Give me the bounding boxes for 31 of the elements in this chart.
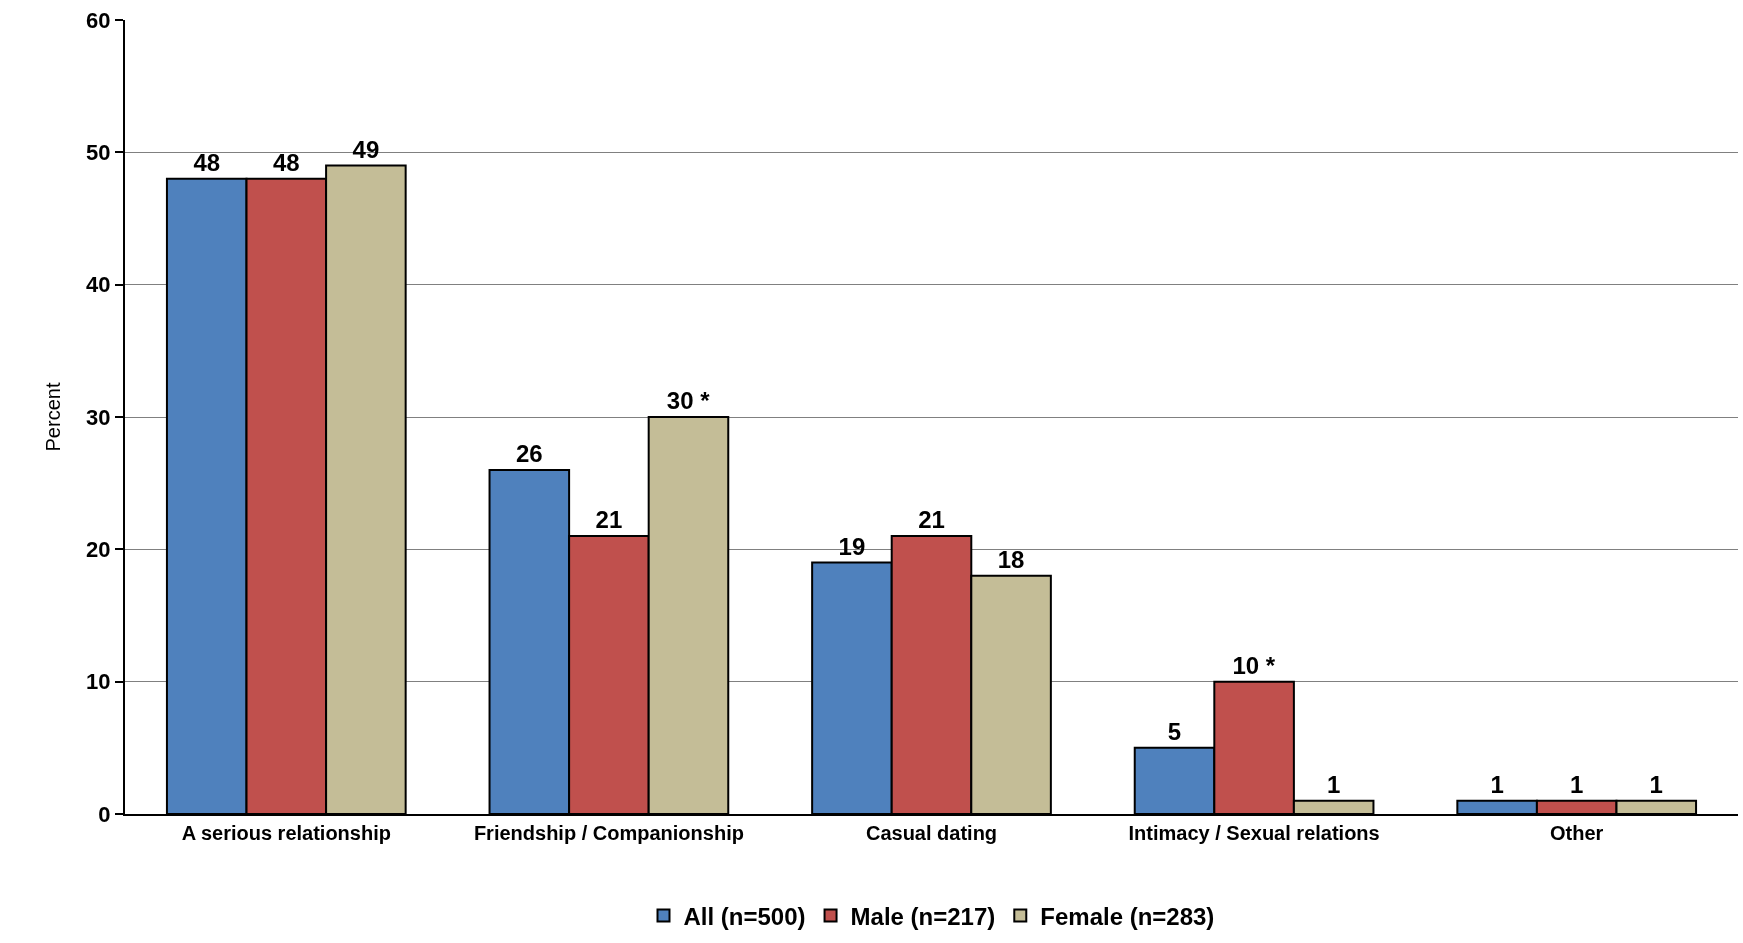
data-label: 21 [595, 506, 623, 534]
data-label: 19 [838, 532, 866, 560]
data-label: 1 [1570, 770, 1584, 798]
data-label: 1 [1490, 770, 1504, 798]
legend-label: Female (n=283) [1040, 902, 1215, 930]
y-tick-label: 10 [86, 669, 111, 695]
x-tick-label: Friendship / Companionship [473, 822, 744, 844]
x-tick-label: Casual dating [865, 822, 998, 844]
data-label: 1 [1649, 770, 1663, 798]
x-tick-label: A serious relationship [181, 822, 391, 844]
data-label: 30 * [666, 387, 711, 414]
data-label: 26 [515, 439, 543, 467]
y-tick-label: 0 [98, 801, 111, 827]
data-label: 5 [1167, 717, 1182, 745]
data-label: 10 * [1232, 651, 1276, 679]
data-label: 21 [918, 506, 945, 534]
y-tick-label: 40 [86, 272, 111, 298]
data-label: 18 [997, 545, 1025, 573]
data-label: 1 [1327, 770, 1341, 798]
x-tick-label: Other [1550, 822, 1604, 844]
y-axis-title: Percent [42, 382, 65, 452]
data-label: 48 [272, 148, 300, 176]
data-label: 48 [193, 148, 221, 176]
y-tick-label: 60 [86, 7, 111, 33]
y-tick-label: 20 [86, 537, 111, 563]
y-tick-label: 30 [86, 404, 111, 430]
legend-label: Male (n=217) [850, 902, 996, 930]
data-label: 49 [352, 135, 380, 163]
x-tick-label: Intimacy / Sexual relations [1128, 822, 1380, 844]
y-tick-label: 50 [86, 140, 111, 166]
legend-label: All (n=500) [683, 902, 806, 930]
